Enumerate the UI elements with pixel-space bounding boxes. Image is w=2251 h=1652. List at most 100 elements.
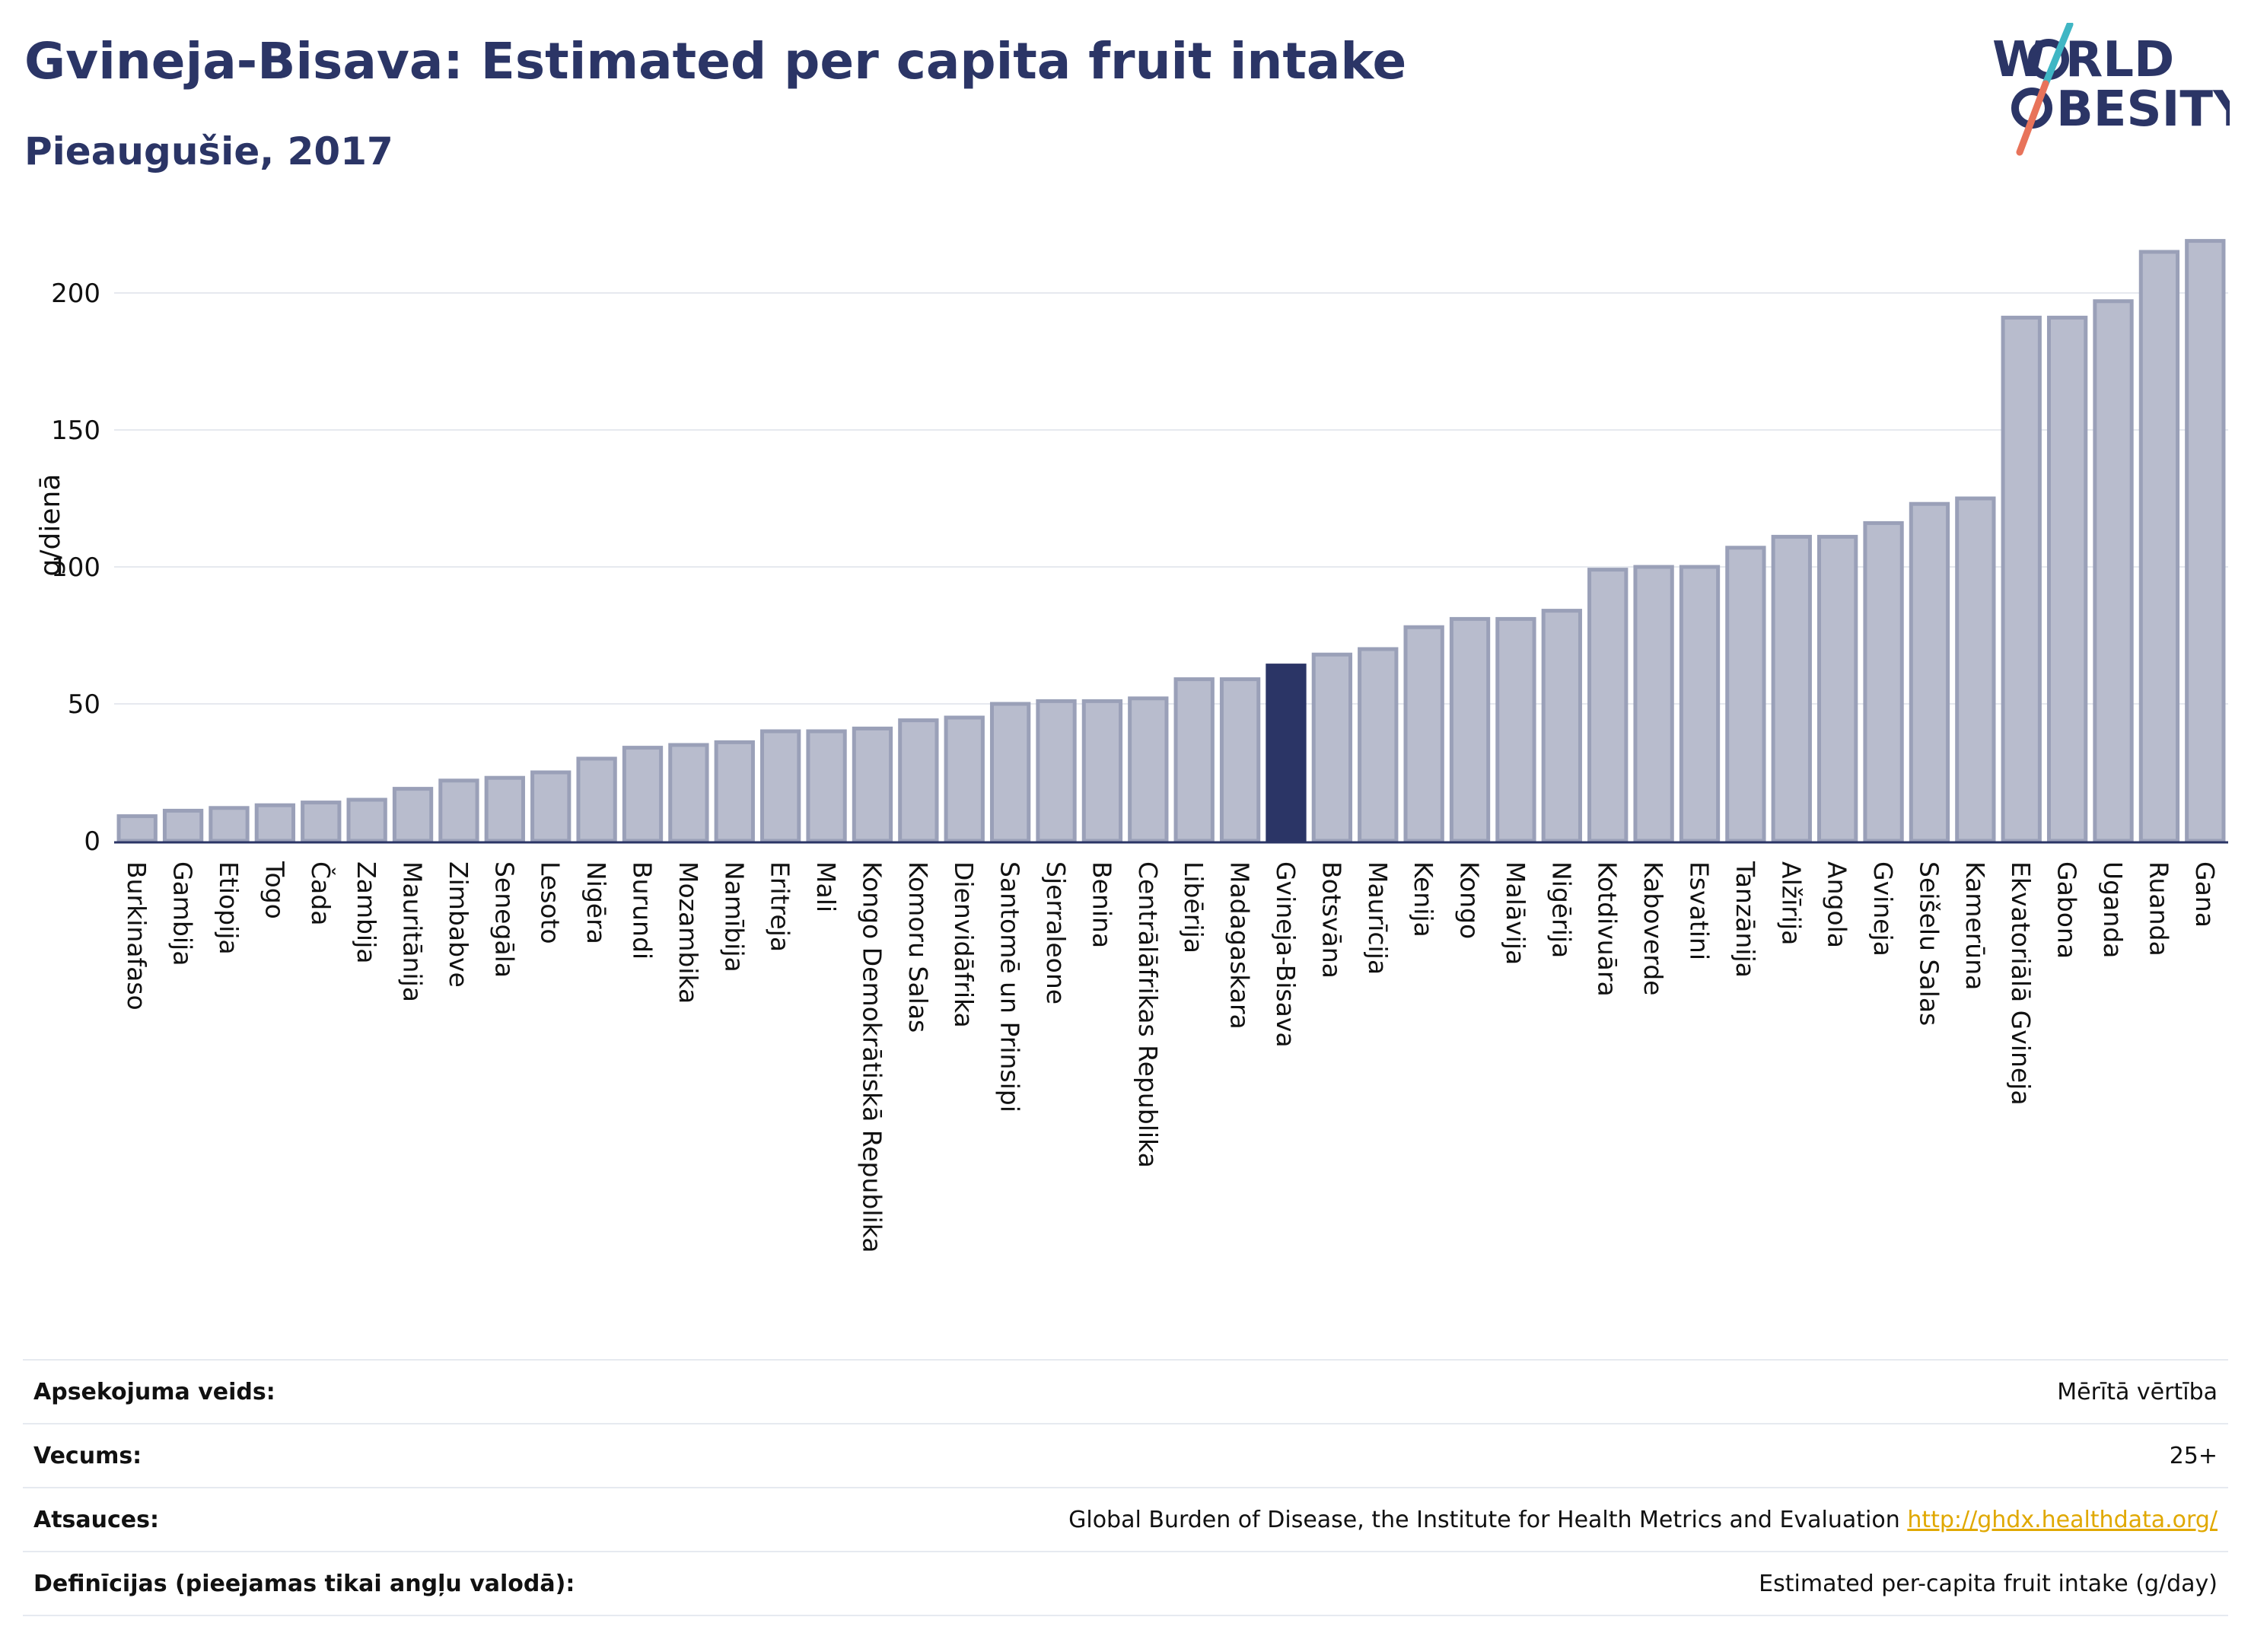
bar-33[interactable] bbox=[1633, 565, 1674, 843]
x-tick-label: Nigērija bbox=[1546, 861, 1576, 958]
logo-w-text: W bbox=[1992, 32, 2046, 88]
y-tick-label: 50 bbox=[68, 689, 100, 720]
x-tick-label: Namībija bbox=[719, 861, 749, 972]
bar-44[interactable] bbox=[2138, 250, 2180, 843]
bar-23[interactable] bbox=[1173, 677, 1215, 843]
bar-13[interactable] bbox=[714, 740, 755, 843]
x-tick-label: Seišelu Salas bbox=[1914, 861, 1944, 1026]
logo-slash-bottom-icon bbox=[2016, 80, 2049, 156]
x-tick-label: Maurīcija bbox=[1363, 861, 1393, 975]
bar-chart: 0 50 100 150 200 Burkinafaso Gambija Etiopija T… bbox=[35, 239, 2228, 1253]
bar-27[interactable] bbox=[1358, 647, 1399, 843]
bar-18[interactable] bbox=[944, 715, 985, 843]
bar-11[interactable] bbox=[622, 746, 664, 843]
x-tick-label: Mali bbox=[811, 861, 841, 912]
bar-0[interactable] bbox=[116, 814, 158, 843]
info-value-age: 25+ bbox=[738, 1423, 2228, 1488]
info-reference-text: Global Burden of Disease, the Institute … bbox=[1068, 1506, 1900, 1533]
bar-19[interactable] bbox=[989, 702, 1031, 843]
x-tick-label: Esvatini bbox=[1685, 861, 1715, 960]
bar-41[interactable] bbox=[2001, 315, 2042, 843]
x-tick-label: Mozambika bbox=[673, 861, 703, 1004]
bar-3[interactable] bbox=[254, 803, 296, 843]
x-tick-label: Libērija bbox=[1179, 861, 1208, 953]
bar-45[interactable] bbox=[2185, 239, 2226, 843]
bar-43[interactable] bbox=[2093, 299, 2134, 843]
x-tick-label: Eritreja bbox=[766, 861, 795, 952]
x-tick-label: Alžīrija bbox=[1776, 861, 1806, 945]
bar-8[interactable] bbox=[484, 775, 525, 843]
bar-42[interactable] bbox=[2046, 315, 2088, 843]
bar-40[interactable] bbox=[1955, 496, 1996, 843]
bar-31[interactable] bbox=[1541, 609, 1582, 843]
bar-25[interactable] bbox=[1266, 664, 1307, 843]
page-subtitle: Pieaugušie, 2017 bbox=[24, 129, 393, 173]
bar-39[interactable] bbox=[1909, 501, 1950, 843]
y-tick-label: 0 bbox=[84, 826, 100, 857]
x-tick-label: Sjerraleone bbox=[1041, 861, 1071, 1004]
world-obesity-logo[interactable]: W RLD BESITY bbox=[1986, 23, 2230, 160]
bar-28[interactable] bbox=[1403, 625, 1444, 843]
reference-link[interactable]: http://ghdx.healthdata.org/ bbox=[1907, 1506, 2218, 1533]
bar-10[interactable] bbox=[576, 756, 617, 843]
info-label-age: Vecums: bbox=[23, 1423, 739, 1488]
logo-slash-top-icon bbox=[2042, 23, 2074, 88]
x-tick-label: Čada bbox=[306, 861, 336, 925]
bar-22[interactable] bbox=[1128, 696, 1169, 843]
x-tick-label: Dienvidāfrika bbox=[949, 861, 979, 1028]
x-tick-label: Zimbabve bbox=[444, 861, 473, 988]
bar-30[interactable] bbox=[1495, 616, 1536, 843]
bar-16[interactable] bbox=[852, 726, 893, 843]
bar-29[interactable] bbox=[1449, 616, 1491, 843]
bar-20[interactable] bbox=[1036, 699, 1077, 843]
bar-12[interactable] bbox=[668, 743, 709, 843]
bar-36[interactable] bbox=[1771, 534, 1812, 843]
bar-2[interactable] bbox=[209, 806, 250, 843]
bar-24[interactable] bbox=[1219, 677, 1261, 843]
info-value-definitions: Estimated per-capita fruit intake (g/day… bbox=[738, 1551, 2228, 1616]
x-tick-label: Gvineja-Bisava bbox=[1271, 861, 1301, 1048]
x-tick-label: Etiopija bbox=[214, 861, 244, 955]
x-tick-label: Mauritānija bbox=[398, 861, 428, 1002]
y-tick-label: 200 bbox=[51, 279, 100, 309]
bar-38[interactable] bbox=[1863, 520, 1904, 843]
x-tick-label: Zambija bbox=[352, 861, 381, 963]
x-tick-labels: Burkinafaso Gambija Etiopija Togo Čada Zambij… bbox=[122, 861, 2220, 1253]
bar-32[interactable] bbox=[1587, 568, 1629, 843]
x-tick-label: Kongo Demokrātiskā Republika bbox=[857, 861, 887, 1253]
x-tick-label: Centrālāfrikas Republika bbox=[1133, 861, 1163, 1168]
x-tick-label: Lesoto bbox=[536, 861, 565, 944]
bar-26[interactable] bbox=[1311, 652, 1353, 843]
bar-6[interactable] bbox=[392, 787, 434, 843]
x-tick-label: Botsvāna bbox=[1317, 861, 1346, 979]
bar-15[interactable] bbox=[806, 729, 847, 843]
bar-34[interactable] bbox=[1679, 565, 1721, 843]
bar-35[interactable] bbox=[1725, 546, 1766, 843]
bar-4[interactable] bbox=[301, 801, 342, 843]
x-tick-label: Burkinafaso bbox=[122, 861, 151, 1011]
x-tick-label: Santomē un Prinsipi bbox=[995, 861, 1025, 1112]
y-tick-labels: 0 50 100 150 200 bbox=[51, 279, 100, 857]
bar-7[interactable] bbox=[438, 778, 479, 843]
bar-37[interactable] bbox=[1817, 534, 1858, 843]
info-label-definitions: Definīcijas (pieejamas tikai angļu valod… bbox=[23, 1551, 739, 1616]
x-tick-label: Kamerūna bbox=[1960, 861, 1990, 990]
x-tick-label: Kaboverde bbox=[1638, 861, 1668, 996]
bar-17[interactable] bbox=[898, 718, 939, 843]
bar-9[interactable] bbox=[530, 770, 572, 843]
info-row-definitions: Definīcijas (pieejamas tikai angļu valod… bbox=[23, 1551, 2228, 1616]
logo-besity-text: BESITY bbox=[2056, 81, 2230, 138]
x-tick-label: Angola bbox=[1823, 861, 1852, 948]
x-tick-label: Komoru Salas bbox=[903, 861, 933, 1033]
bar-21[interactable] bbox=[1081, 699, 1123, 843]
info-table: Apsekojuma veids: Mērītā vērtība Vecums:… bbox=[23, 1359, 2228, 1616]
x-tick-label: Tanzānija bbox=[1730, 861, 1760, 978]
x-tick-label: Madagaskara bbox=[1225, 861, 1255, 1030]
info-row-survey-type: Apsekojuma veids: Mērītā vērtība bbox=[23, 1359, 2228, 1424]
x-tick-label: Kotdivuāra bbox=[1593, 861, 1622, 997]
bar-5[interactable] bbox=[346, 797, 387, 843]
x-tick-label: Gabona bbox=[2052, 861, 2082, 959]
logo-rld-text: RLD bbox=[2065, 32, 2174, 88]
bar-14[interactable] bbox=[760, 729, 801, 843]
bar-1[interactable] bbox=[162, 808, 204, 843]
